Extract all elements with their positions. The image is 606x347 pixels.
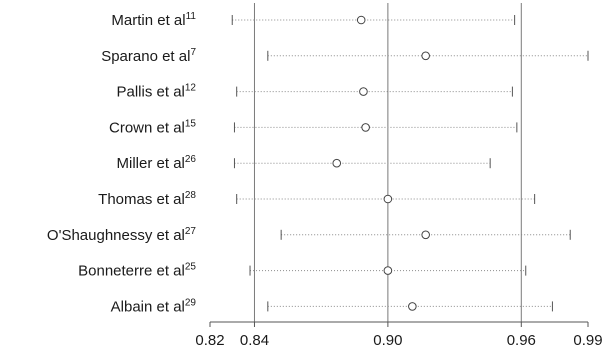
study-row: Sparano et al7 xyxy=(101,47,589,65)
point-estimate xyxy=(332,158,342,168)
study-name: Miller et al xyxy=(117,155,185,172)
study-name: O'Shaughnessy et al xyxy=(47,227,185,244)
study-reference: 28 xyxy=(185,190,197,201)
study-reference: 12 xyxy=(185,83,197,94)
study-reference: 11 xyxy=(186,11,197,22)
study-reference: 29 xyxy=(185,297,197,308)
study-label: Albain et al29 xyxy=(111,297,197,315)
study-label: Martin et al11 xyxy=(111,11,196,29)
point-estimate xyxy=(359,87,368,96)
study-reference: 26 xyxy=(185,154,197,165)
study-reference: 25 xyxy=(185,262,197,273)
point-estimate xyxy=(383,194,393,204)
study-row: Martin et al11 xyxy=(111,11,516,29)
study-label: Crown et al15 xyxy=(109,118,196,136)
study-rows: Martin et al11 Sparano et al7 Pallis et al… xyxy=(47,11,589,315)
study-row: O'Shaughnessy et al27 xyxy=(47,226,571,244)
study-row: Crown et al15 xyxy=(109,118,518,136)
study-name: Albain et al xyxy=(111,298,185,315)
study-label: Pallis et al12 xyxy=(117,83,197,101)
study-name: Crown et al xyxy=(109,119,185,136)
x-axis: 0.82 0.84 0.90 0.96 0.99 xyxy=(195,321,603,347)
study-reference: 7 xyxy=(190,47,196,58)
point-estimate xyxy=(356,15,366,25)
point-estimate xyxy=(361,123,370,132)
x-tick-label: 0.82 xyxy=(195,332,224,347)
study-row: Bonneterre et al25 xyxy=(78,262,527,280)
x-tick-label: 0.90 xyxy=(373,332,402,347)
study-name: Martin et al xyxy=(111,12,185,29)
study-row: Thomas et al28 xyxy=(98,190,536,208)
point-estimate xyxy=(383,266,393,275)
study-name: Pallis et al xyxy=(117,84,185,101)
point-estimate xyxy=(421,230,430,240)
study-label: Thomas et al28 xyxy=(98,190,196,208)
study-row: Pallis et al12 xyxy=(117,83,513,101)
study-name: Sparano et al xyxy=(101,48,190,65)
point-estimate xyxy=(408,302,417,311)
study-row: Miller et al26 xyxy=(117,154,491,172)
x-tick-label: 0.84 xyxy=(240,332,269,347)
point-estimate xyxy=(421,51,430,61)
study-label: Bonneterre et al25 xyxy=(78,262,196,280)
study-row: Albain et al29 xyxy=(111,297,553,315)
study-label: Miller et al26 xyxy=(117,154,197,172)
study-label: Sparano et al7 xyxy=(101,47,196,65)
study-name: Thomas et al xyxy=(98,191,185,208)
study-reference: 27 xyxy=(185,226,197,237)
x-tick-label: 0.99 xyxy=(573,332,602,347)
study-label: O'Shaughnessy et al27 xyxy=(47,226,197,244)
x-tick-label: 0.96 xyxy=(507,332,536,347)
study-reference: 15 xyxy=(185,118,197,129)
study-name: Bonneterre et al xyxy=(78,263,185,280)
